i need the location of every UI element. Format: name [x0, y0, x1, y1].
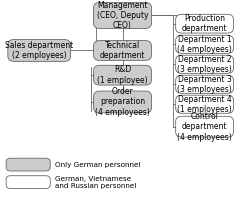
Text: Only German personnel: Only German personnel — [55, 162, 141, 168]
FancyBboxPatch shape — [176, 35, 233, 53]
Text: Technical
department: Technical department — [100, 41, 145, 60]
FancyBboxPatch shape — [8, 40, 71, 61]
FancyBboxPatch shape — [94, 41, 151, 60]
FancyBboxPatch shape — [94, 91, 151, 113]
FancyBboxPatch shape — [176, 14, 233, 33]
Text: German, Vietnamese
and Russian personnel: German, Vietnamese and Russian personnel — [55, 176, 136, 189]
Text: Department 4
(1 employees): Department 4 (1 employees) — [177, 95, 232, 114]
FancyBboxPatch shape — [176, 116, 233, 137]
FancyBboxPatch shape — [94, 65, 151, 85]
Text: Department 3
(3 employees): Department 3 (3 employees) — [177, 75, 232, 94]
FancyBboxPatch shape — [6, 176, 50, 188]
Text: Sales department
(2 employees): Sales department (2 employees) — [5, 41, 73, 60]
FancyBboxPatch shape — [176, 95, 233, 113]
Text: R&D
(1 employee): R&D (1 employee) — [97, 66, 148, 85]
Text: Department 2
(3 employees): Department 2 (3 employees) — [177, 55, 232, 74]
Text: Production
department: Production department — [182, 14, 227, 33]
Text: Order
preparation
(4 employees): Order preparation (4 employees) — [95, 87, 150, 117]
FancyBboxPatch shape — [176, 75, 233, 93]
FancyBboxPatch shape — [6, 158, 50, 171]
Text: Control
department
(4 employees): Control department (4 employees) — [177, 112, 232, 142]
Text: Department 1
(4 employees): Department 1 (4 employees) — [177, 35, 232, 54]
Text: Management
(CEO, Deputy
CEO): Management (CEO, Deputy CEO) — [97, 1, 148, 30]
FancyBboxPatch shape — [94, 2, 151, 28]
FancyBboxPatch shape — [176, 55, 233, 73]
